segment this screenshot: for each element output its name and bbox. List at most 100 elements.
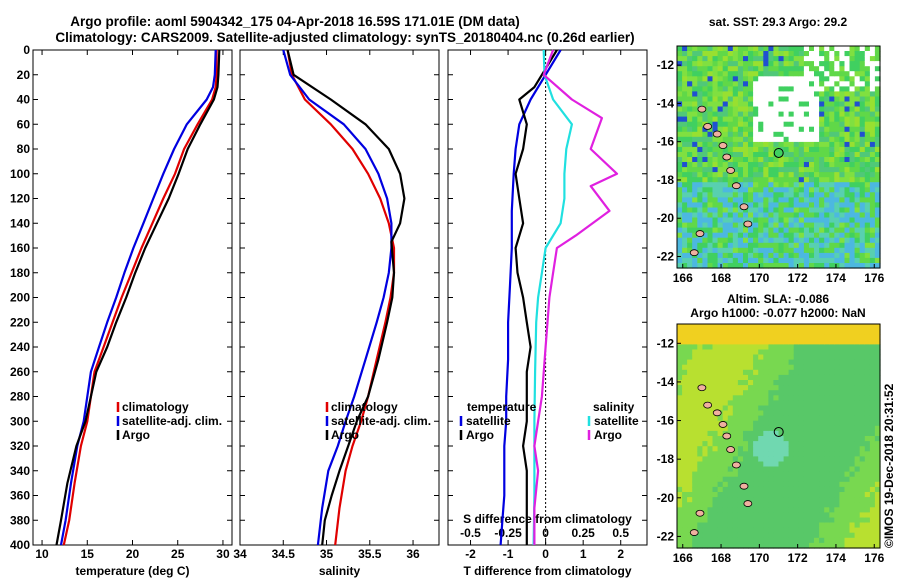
heatmap-cell: [768, 192, 775, 198]
heatmap-cell: [803, 446, 810, 452]
heatmap-cell: [854, 106, 861, 113]
heatmap-cell: [682, 101, 688, 108]
heatmap-cell: [869, 349, 876, 356]
island-shape: [689, 529, 699, 536]
heatmap-cell: [829, 202, 835, 208]
heatmap-cell: [803, 405, 810, 412]
heatmap-cell: [859, 349, 866, 356]
heatmap-cell: [834, 61, 840, 67]
heatmap-cell: [844, 359, 851, 366]
heatmap-cell: [743, 410, 749, 417]
heatmap-cell: [773, 542, 780, 549]
heatmap-cell: [849, 436, 856, 442]
heatmap-cell: [753, 222, 759, 229]
heatmap-cell: [814, 405, 820, 412]
heatmap-cell: [748, 202, 754, 208]
heatmap-cell: [849, 227, 856, 234]
heatmap-cell: [814, 197, 820, 203]
heatmap-cell: [834, 390, 840, 396]
heatmap-cell: [687, 390, 693, 396]
heatmap-cell: [778, 497, 785, 503]
heatmap-cell: [824, 121, 830, 128]
heatmap-cell: [687, 324, 693, 330]
heatmap-cell: [732, 227, 739, 234]
heatmap-cell: [824, 172, 830, 178]
heatmap-cell: [798, 329, 805, 335]
heatmap-cell: [844, 456, 851, 463]
heatmap-cell: [702, 71, 709, 77]
heatmap-cell: [748, 131, 754, 138]
heatmap-cell: [803, 329, 810, 335]
map-lon-label: 166: [673, 271, 693, 285]
heatmap-cell: [717, 116, 724, 123]
heatmap-cell: [712, 359, 719, 366]
heatmap-cell: [839, 141, 846, 148]
heatmap-cell: [737, 222, 744, 229]
heatmap-cell: [814, 172, 820, 178]
heatmap-cell: [692, 395, 698, 401]
heatmap-cell: [763, 96, 769, 103]
heatmap-cell: [707, 227, 714, 234]
heatmap-cell: [829, 410, 835, 417]
heatmap-cell: [727, 207, 734, 214]
heatmap-cell: [869, 106, 876, 113]
heatmap-cell: [702, 364, 709, 371]
heatmap-cell: [748, 395, 754, 401]
heatmap-cell: [743, 507, 749, 513]
heatmap-cell: [849, 192, 856, 198]
heatmap-cell: [677, 66, 683, 72]
heatmap-cell: [874, 177, 881, 183]
heatmap-cell: [717, 197, 724, 203]
heatmap-cell: [707, 486, 714, 493]
heatmap-cell: [778, 339, 785, 345]
heatmap-cell: [722, 207, 729, 214]
heatmap-cell: [773, 507, 780, 513]
heatmap-cell: [783, 380, 790, 386]
heatmap-cell: [793, 121, 800, 128]
y-tick-label: 220: [10, 315, 30, 329]
heatmap-cell: [748, 86, 754, 92]
heatmap-cell: [844, 527, 851, 534]
heatmap-cell: [793, 71, 800, 77]
heatmap-cell: [717, 390, 724, 396]
heatmap-cell: [874, 415, 881, 422]
heatmap-cell: [682, 111, 688, 118]
heatmap-cell: [773, 324, 780, 330]
heatmap-cell: [844, 81, 851, 87]
heatmap-cell: [707, 527, 714, 534]
heatmap-cell: [834, 172, 840, 178]
heatmap-cell: [743, 334, 749, 340]
plot-frame-salinity: [239, 49, 440, 546]
heatmap-cell: [773, 217, 780, 224]
heatmap-cell: [727, 71, 734, 77]
heatmap-cell: [793, 56, 800, 62]
heatmap-cell: [743, 141, 749, 148]
heatmap-cell: [748, 56, 754, 62]
heatmap-cell: [854, 56, 861, 62]
heatmap-cell: [768, 232, 775, 239]
heatmap-cell: [737, 227, 744, 234]
heatmap-cell: [743, 512, 749, 519]
heatmap-cell: [864, 369, 871, 376]
heatmap-cell: [697, 217, 703, 224]
heatmap-cell: [783, 242, 790, 249]
heatmap-cell: [869, 456, 876, 463]
heatmap-cell: [768, 146, 775, 153]
heatmap-cell: [869, 232, 876, 239]
heatmap-cell: [798, 96, 805, 103]
heatmap-cell: [793, 497, 800, 503]
heatmap-cell: [722, 329, 729, 335]
heatmap-cell: [732, 152, 739, 158]
heatmap-cell: [682, 390, 688, 396]
heatmap-cell: [692, 354, 698, 361]
heatmap-cell: [727, 56, 734, 62]
heatmap-cell: [839, 334, 846, 340]
heatmap-cell: [687, 51, 693, 57]
heatmap-cell: [814, 177, 820, 183]
heatmap-cell: [707, 192, 714, 198]
heatmap-cell: [768, 486, 775, 493]
heatmap-cell: [803, 395, 810, 401]
heatmap-cell: [869, 380, 876, 386]
heatmap-cell: [839, 257, 846, 264]
heatmap-cell: [778, 177, 785, 183]
